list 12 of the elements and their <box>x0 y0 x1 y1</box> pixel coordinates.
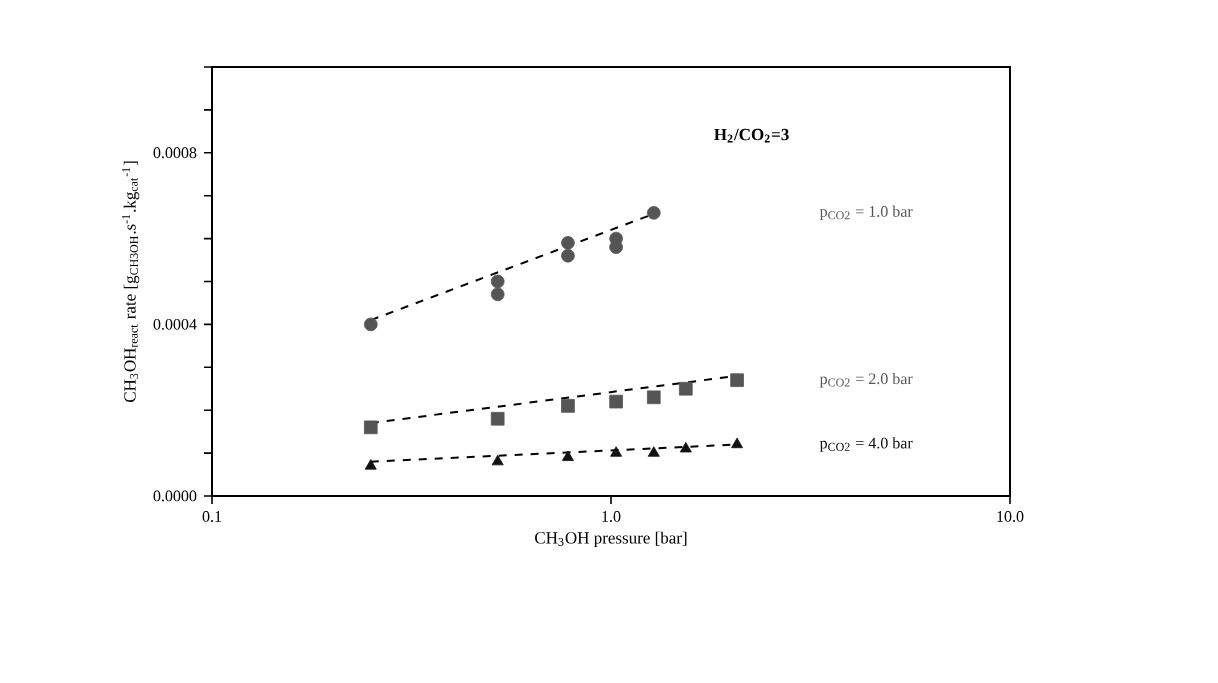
y-tick-label: 0.0000 <box>153 490 197 502</box>
text: CH$_{3}$OH$_{react}$ rate [g$_{CH3OH}$.s$^{-1}$.kg$_{cat}$$^{-1}$] <box>122 161 140 403</box>
y-tick-label: 0.0004 <box>153 318 197 330</box>
x-tick-label: 1.0 <box>602 511 621 522</box>
x-tick-label: 10.0 <box>997 511 1024 522</box>
y-tick-label: 0.0008 <box>153 147 197 159</box>
text: p$_{CO2}$ = 2.0 bar <box>819 372 913 388</box>
x-tick-label: 0.1 <box>202 511 222 522</box>
text: p$_{CO2}$ = 4.0 bar <box>819 437 913 452</box>
text: p$_{CO2}$ = 1.0 bar <box>819 205 913 221</box>
x-axis-title: CH$_{3}$OH pressure [bar] <box>535 531 687 548</box>
annotation: H$_{2}$/CO$_{2}$=3 <box>714 128 789 143</box>
